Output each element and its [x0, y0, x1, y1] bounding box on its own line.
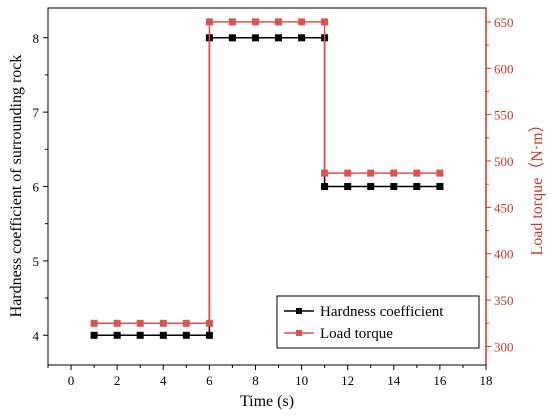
data-point	[90, 331, 98, 339]
data-point	[367, 183, 375, 190]
y-left-tick-label: 5	[33, 254, 40, 269]
data-point	[436, 183, 444, 190]
x-tick-label: 8	[252, 373, 259, 388]
x-tick-label: 6	[206, 373, 213, 388]
x-tick-label: 4	[160, 373, 167, 388]
y-left-tick-label: 7	[33, 105, 40, 120]
data-point	[390, 169, 398, 177]
data-point	[275, 18, 282, 26]
data-point	[228, 34, 236, 42]
legend-label-hardness: Hardness coefficient	[320, 304, 444, 320]
data-point	[367, 169, 375, 177]
x-tick-label: 14	[387, 373, 401, 388]
data-point	[136, 319, 144, 327]
series-line-1	[94, 21, 440, 325]
data-point	[298, 34, 306, 42]
y-right-tick-label: 300	[494, 339, 514, 354]
y-right-tick-label: 650	[494, 15, 514, 30]
data-point	[205, 331, 213, 339]
legend: Hardness coefficient Load torque	[276, 295, 480, 349]
y-left-tick-label: 4	[33, 328, 40, 343]
x-tick-label: 12	[341, 373, 354, 388]
data-point	[344, 183, 352, 190]
y-axis-left-title: Hardness coefficient of surrounding rock	[8, 55, 25, 318]
data-point	[436, 169, 444, 177]
legend-marker-hardness	[296, 308, 302, 314]
series-layer	[90, 18, 444, 339]
data-point	[321, 18, 329, 26]
y-axis-left: 4 5 6 7 8	[33, 31, 48, 343]
y-left-tick-label: 8	[33, 31, 40, 46]
y-left-tick-label: 6	[33, 180, 40, 195]
data-point	[321, 183, 329, 190]
legend-box	[276, 295, 480, 349]
data-point	[182, 319, 190, 327]
data-point	[390, 183, 398, 190]
legend-marker-torque	[296, 330, 302, 336]
y-right-tick-label: 400	[494, 247, 514, 262]
x-tick-label: 10	[295, 373, 308, 388]
data-point	[413, 169, 421, 177]
data-point	[252, 18, 259, 26]
y-axis-right: 300 350 400 450 500 550 600 650	[485, 8, 514, 365]
series-line-0	[94, 37, 440, 337]
data-point	[413, 183, 421, 190]
data-point	[113, 331, 121, 339]
data-point	[159, 319, 167, 327]
data-point	[159, 331, 167, 339]
data-point	[298, 18, 306, 26]
x-tick-label: 0	[68, 373, 75, 388]
x-tick-label: 16	[433, 373, 447, 388]
x-axis: 0 2 4 6 8 10 12 14 16 18	[47, 365, 493, 388]
data-point	[321, 169, 329, 177]
y-right-tick-label: 600	[494, 61, 514, 76]
data-point	[275, 34, 282, 42]
y-right-tick-label: 350	[494, 293, 514, 308]
x-tick-label: 18	[480, 373, 493, 388]
data-point	[205, 319, 213, 327]
data-point	[182, 331, 190, 339]
data-point	[344, 169, 352, 177]
legend-label-torque: Load torque	[320, 326, 393, 342]
data-point	[252, 34, 259, 42]
data-point	[136, 331, 144, 339]
x-tick-label: 2	[114, 373, 121, 388]
y-axis-right-title: Load torque（N·m）	[528, 116, 546, 255]
x-axis-title: Time (s)	[240, 393, 294, 410]
y-right-tick-label: 450	[494, 200, 514, 215]
data-point	[90, 319, 98, 327]
data-point	[205, 18, 213, 26]
y-right-tick-label: 550	[494, 108, 514, 123]
data-point	[113, 319, 121, 327]
data-point	[228, 18, 236, 26]
y-right-tick-label: 500	[494, 154, 514, 169]
